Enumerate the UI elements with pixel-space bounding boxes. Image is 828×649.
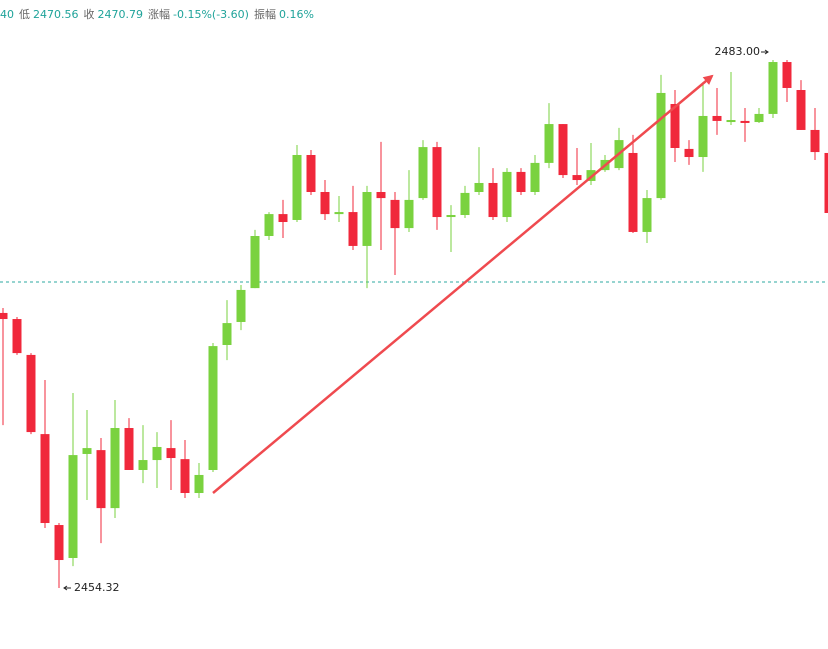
candle-body bbox=[12, 319, 22, 354]
high-label: 2483.00 bbox=[715, 45, 761, 58]
candle-body bbox=[250, 236, 260, 289]
candle-body bbox=[0, 312, 8, 320]
candle-body bbox=[824, 152, 828, 213]
candle-body bbox=[460, 192, 470, 216]
header-value: -0.15%(-3.60) bbox=[173, 8, 249, 21]
candle-body bbox=[138, 460, 148, 470]
candle-body bbox=[194, 474, 204, 494]
candle-body bbox=[432, 147, 442, 218]
candle-body bbox=[488, 182, 498, 218]
candle-body bbox=[68, 455, 78, 558]
candle-body bbox=[124, 428, 134, 470]
candle-body bbox=[348, 212, 358, 246]
candle-body bbox=[306, 154, 316, 192]
candle-body bbox=[768, 62, 778, 114]
header-label: 涨幅 bbox=[148, 8, 170, 21]
candle-body bbox=[278, 214, 288, 223]
header-value: 2470.56 bbox=[33, 8, 79, 21]
candle-body bbox=[110, 428, 120, 509]
candle-body bbox=[810, 129, 820, 153]
candle-body bbox=[726, 120, 736, 123]
candle-body bbox=[404, 199, 414, 229]
candle-body bbox=[698, 115, 708, 158]
candle-body bbox=[292, 154, 302, 220]
low-label: 2454.32 bbox=[74, 581, 120, 594]
candle-body bbox=[558, 124, 568, 176]
header-lead: 40 bbox=[0, 8, 14, 21]
candle-body bbox=[208, 346, 218, 470]
candle-body bbox=[152, 446, 162, 461]
candle-body bbox=[530, 162, 540, 192]
candle-body bbox=[390, 199, 400, 229]
header-value: 0.16% bbox=[278, 8, 314, 21]
candle-body bbox=[180, 459, 190, 494]
candle-body bbox=[376, 192, 386, 199]
candle-body bbox=[418, 147, 428, 199]
candle-body bbox=[740, 120, 750, 123]
header-label: 振幅 bbox=[253, 8, 276, 21]
candle-body bbox=[96, 450, 106, 509]
trend-arrow bbox=[212, 74, 714, 494]
candle-body bbox=[572, 175, 582, 181]
candle-body bbox=[54, 525, 64, 561]
candle-body bbox=[754, 113, 764, 123]
candle-body bbox=[642, 198, 652, 232]
candle-body bbox=[362, 192, 372, 246]
candle-body bbox=[712, 115, 722, 121]
candle-body bbox=[264, 214, 274, 236]
candle-body bbox=[544, 124, 554, 163]
candle-body bbox=[446, 215, 456, 218]
quote-header: 40 低 2470.56 收 2470.79 涨幅 -0.15%(-3.60) 振幅 0.16% bbox=[0, 6, 319, 22]
candle-body bbox=[334, 212, 344, 215]
low-label-arrow bbox=[63, 585, 71, 591]
candle-body bbox=[796, 90, 806, 130]
high-label-arrow bbox=[761, 49, 769, 55]
candle-body bbox=[166, 448, 176, 459]
candle-body bbox=[222, 323, 232, 345]
candle-body bbox=[82, 448, 92, 454]
candle-body bbox=[656, 92, 666, 199]
candle-body bbox=[628, 152, 638, 232]
header-value: 2470.79 bbox=[97, 8, 144, 21]
candle-body bbox=[684, 148, 694, 158]
candle-body bbox=[40, 434, 50, 524]
candle-body bbox=[502, 171, 512, 218]
candle-body bbox=[236, 289, 246, 322]
candle-body bbox=[474, 182, 484, 192]
candle-body bbox=[516, 171, 526, 192]
candle-body bbox=[670, 104, 680, 148]
header-label: 低 bbox=[19, 8, 30, 21]
header-label: 收 bbox=[83, 8, 95, 21]
candle-body bbox=[26, 354, 36, 433]
candle-body bbox=[320, 192, 330, 215]
candle-body bbox=[782, 62, 792, 88]
